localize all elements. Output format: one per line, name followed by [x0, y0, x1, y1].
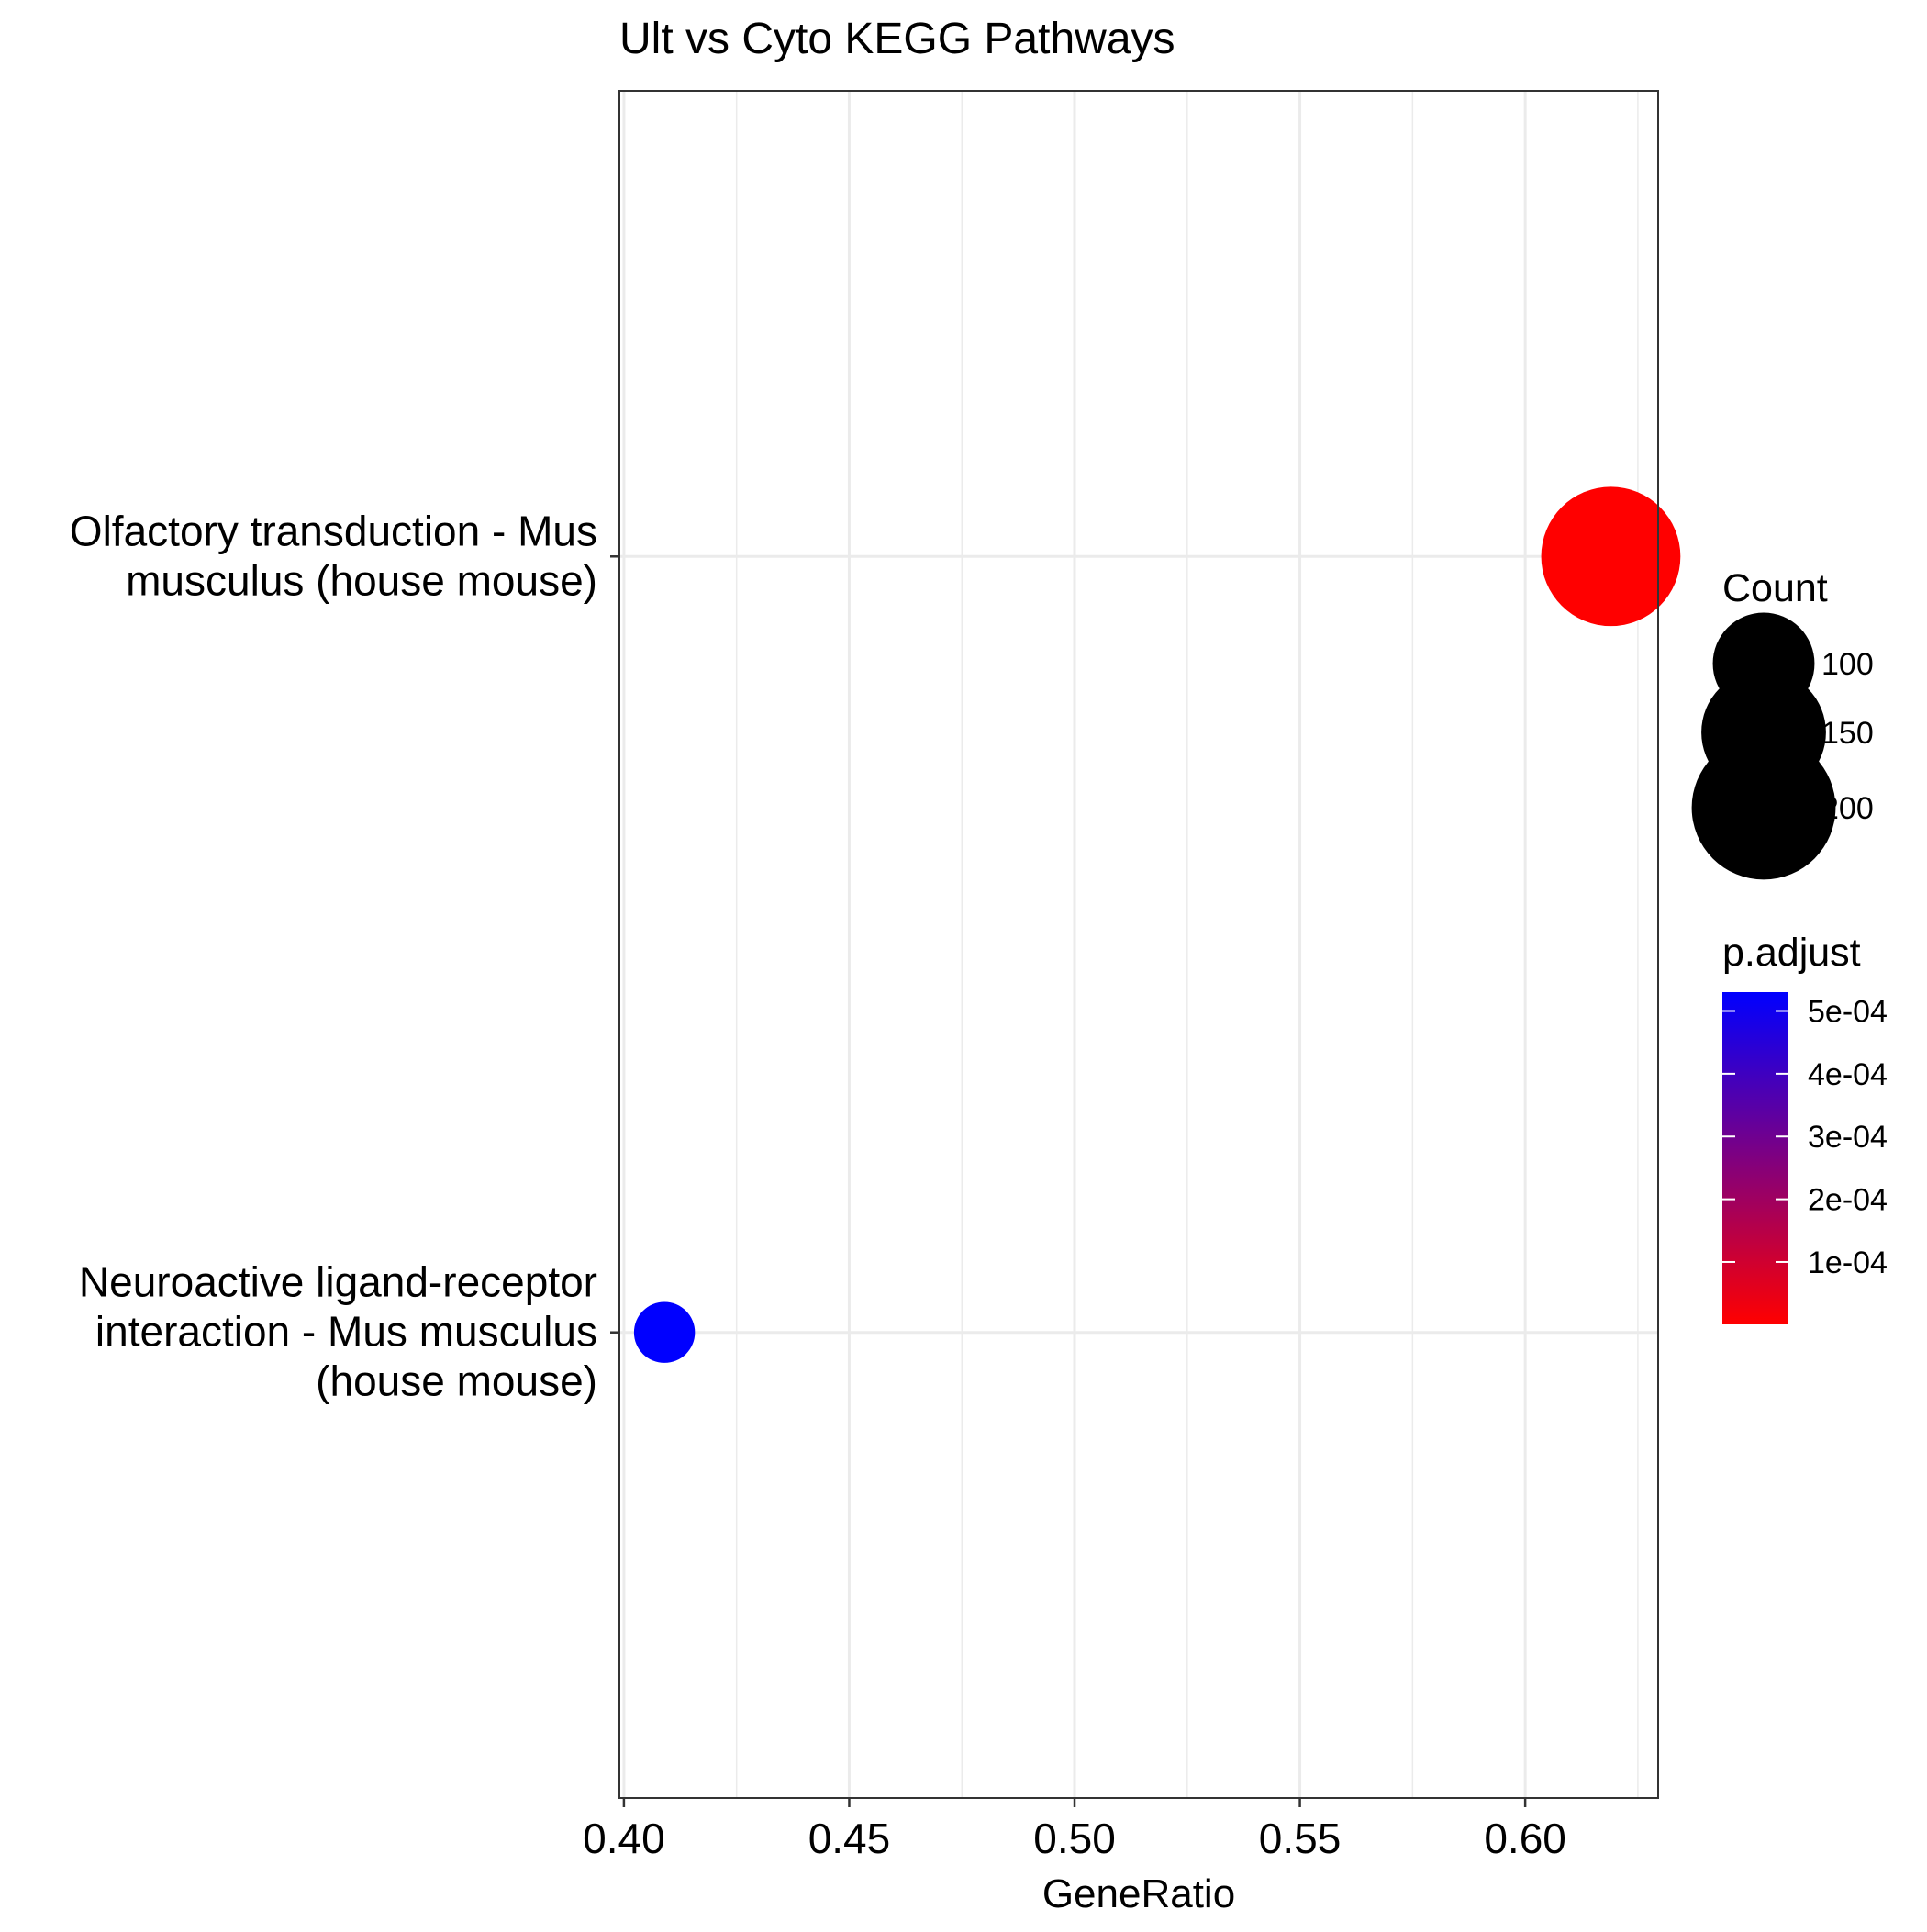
plot-border	[618, 90, 1659, 1799]
x-tick-label: 0.55	[1259, 1815, 1342, 1862]
color-legend-label: 1e-04	[1808, 1245, 1888, 1280]
data-point	[1541, 486, 1681, 627]
color-legend-label: 4e-04	[1808, 1057, 1888, 1092]
color-legend-ticks: 5e-04 4e-04 3e-04 2e-04 1e-04	[1722, 995, 1888, 1280]
y-axis: Olfactory transduction - Mus musculus (ho…	[70, 507, 619, 1405]
y-tick-label: Olfactory transduction - Mus musculus (ho…	[70, 507, 597, 604]
size-legend-label: 200	[1821, 791, 1874, 826]
color-legend: p.adjust 5e-04 4e-04 3e-04 2e-04 1e-04	[1722, 931, 1888, 1324]
size-legend-label: 100	[1821, 647, 1874, 682]
color-legend-label: 2e-04	[1808, 1183, 1888, 1218]
plot-panel	[619, 91, 1658, 1798]
size-legend-key	[1691, 735, 1836, 880]
x-axis: 0.40 0.45 0.50 0.55 0.60	[583, 1798, 1566, 1862]
data-point	[633, 1301, 696, 1363]
color-bar	[1722, 992, 1788, 1324]
color-legend-label: 5e-04	[1808, 995, 1888, 1030]
size-legend: Count 100 150 200	[1691, 566, 1874, 880]
major-gridlines	[619, 91, 1658, 1798]
size-legend-title: Count	[1722, 566, 1828, 610]
color-legend-title: p.adjust	[1722, 931, 1861, 975]
x-tick-label: 0.60	[1484, 1815, 1566, 1862]
chart-title: Ult vs Cyto KEGG Pathways	[619, 15, 1175, 63]
y-tick-label: Neuroactive ligand-receptor interaction -…	[79, 1258, 597, 1405]
size-legend-label: 150	[1821, 716, 1874, 751]
x-tick-label: 0.45	[808, 1815, 891, 1862]
size-legend-keys: 100 150 200	[1691, 612, 1874, 880]
x-tick-label: 0.40	[583, 1815, 665, 1862]
data-points	[633, 486, 1681, 1363]
color-legend-label: 3e-04	[1808, 1120, 1888, 1155]
minor-gridlines	[735, 91, 1639, 1798]
x-axis-title: GeneRatio	[1042, 1871, 1235, 1916]
x-tick-label: 0.50	[1033, 1815, 1116, 1862]
